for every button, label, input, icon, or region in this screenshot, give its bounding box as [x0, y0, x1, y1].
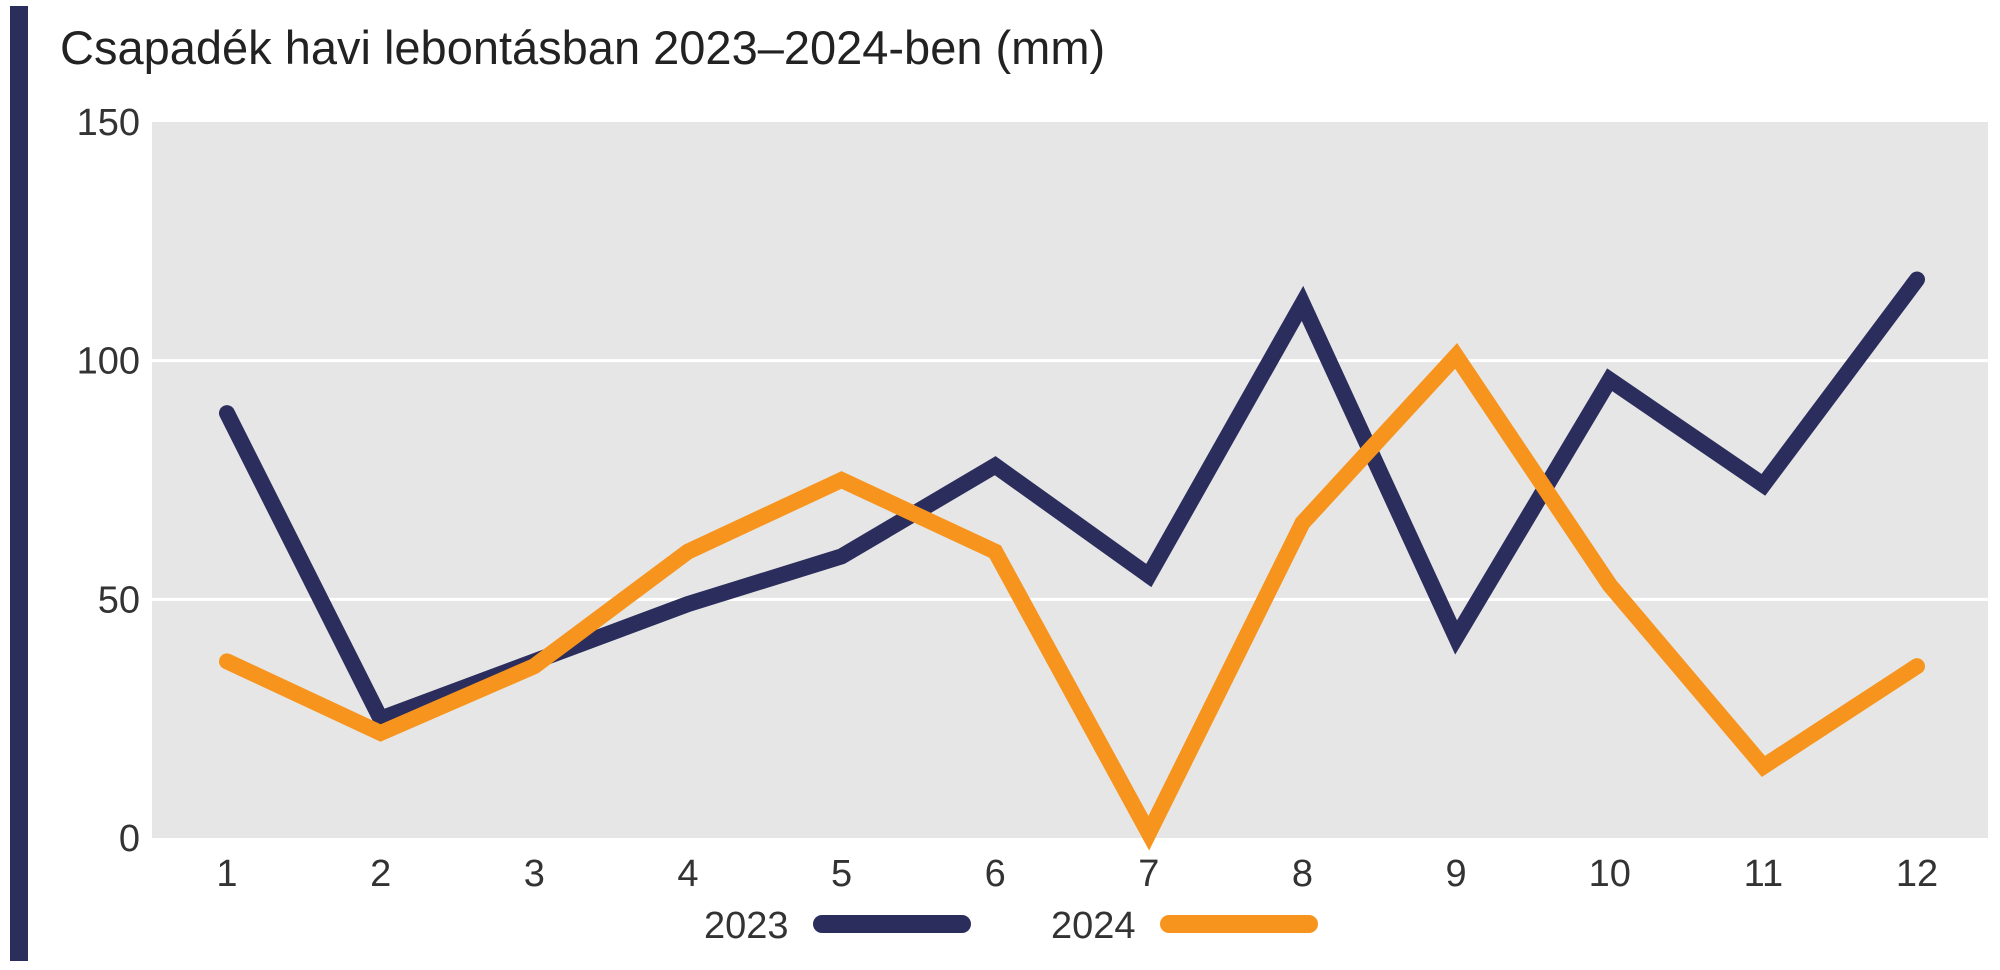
x-tick-label: 12 [1896, 853, 1938, 895]
x-tick-label: 4 [677, 853, 698, 895]
y-tick-label: 0 [119, 818, 140, 860]
legend-label: 2024 [1051, 905, 1136, 947]
legend: 2023 2024 [704, 905, 1318, 947]
accent-bar [10, 6, 28, 961]
x-tick-label: 3 [524, 853, 545, 895]
x-tick-label: 6 [985, 853, 1006, 895]
x-tick-label: 5 [831, 853, 852, 895]
x-tick-label: 10 [1589, 853, 1631, 895]
x-tick-label: 1 [216, 853, 237, 895]
x-tick-label: 8 [1292, 853, 1313, 895]
x-tick-label: 7 [1138, 853, 1159, 895]
x-tick-label: 2 [370, 853, 391, 895]
plot-area [152, 122, 1988, 838]
y-axis-ticks: 0 50 100 150 [77, 102, 140, 860]
series-line-2024 [219, 343, 1925, 851]
chart-title: Csapadék havi lebontásban 2023–2024-ben … [60, 21, 1106, 74]
x-axis-ticks: 1 2 3 4 5 6 7 8 9 10 11 12 [216, 853, 1938, 895]
series-lines [219, 271, 1925, 851]
y-tick-label: 50 [98, 579, 140, 621]
gridlines [152, 359, 1988, 601]
x-tick-label: 9 [1446, 853, 1467, 895]
y-tick-label: 100 [77, 341, 140, 383]
y-tick-label: 150 [77, 102, 140, 144]
legend-label: 2023 [704, 905, 789, 947]
x-tick-label: 11 [1744, 853, 1783, 895]
